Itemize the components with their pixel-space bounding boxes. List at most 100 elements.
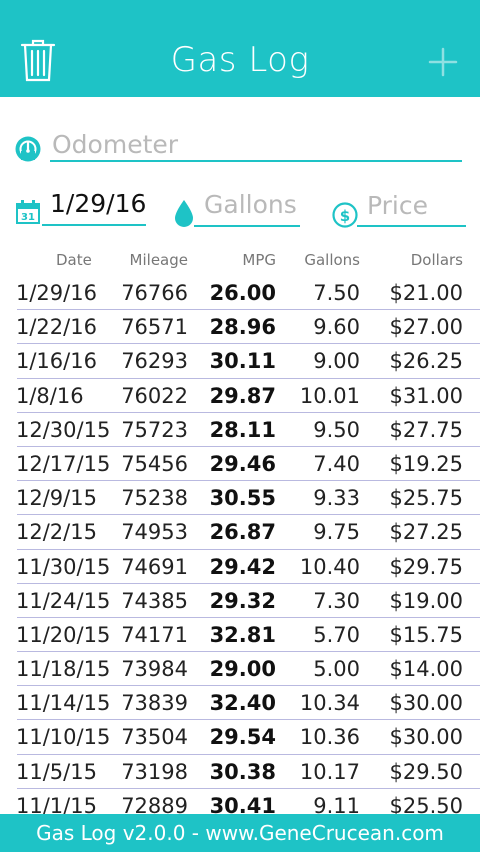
- table-row[interactable]: 12/17/15 75456 29.46 7.40 $19.25: [0, 447, 480, 482]
- gallons-cell: 7.50: [313, 281, 360, 305]
- dollars-cell: $29.50: [389, 759, 463, 784]
- mileage-cell: 76022: [121, 383, 188, 408]
- dollars-cell: $19.25: [389, 451, 463, 476]
- row-divider: [17, 719, 480, 721]
- mpg-cell: 26.00: [209, 281, 276, 305]
- gallons-cell: 10.34: [299, 691, 360, 716]
- row-divider: [17, 514, 480, 516]
- table-row[interactable]: 12/2/15 74953 26.87 9.75 $27.25: [0, 515, 480, 550]
- row-divider: [17, 377, 480, 379]
- table-row[interactable]: 11/24/15 74385 29.32 7.30 $19.00: [0, 584, 480, 618]
- mpg-cell: 29.54: [209, 725, 276, 750]
- mileage-cell: 73198: [121, 759, 188, 784]
- column-header-date: Date: [56, 251, 92, 269]
- date-cell: 12/30/15: [16, 417, 111, 442]
- table-row[interactable]: 12/30/15 75723 28.11 9.50 $27.75: [0, 413, 480, 447]
- trash-icon[interactable]: [20, 38, 56, 82]
- mpg-cell: 29.00: [209, 657, 276, 682]
- mileage-cell: 74171: [121, 622, 188, 647]
- mpg-cell: 30.11: [209, 349, 276, 374]
- date-cell: 1/29/16: [16, 281, 97, 305]
- gallons-cell: 7.40: [313, 451, 360, 476]
- gallons-cell: 10.36: [299, 725, 360, 750]
- dollars-cell: $27.00: [389, 315, 463, 340]
- table-row[interactable]: 11/18/15 73984 29.00 5.00 $14.00: [0, 652, 480, 687]
- mileage-cell: 72889: [121, 793, 188, 818]
- date-cell: 11/10/15: [16, 725, 111, 750]
- table-row[interactable]: 1/16/16 76293 30.11 9.00 $26.25: [0, 344, 480, 379]
- gas-log-table: 1/29/16 76766 26.00 7.50 $21.00 1/22/16 76571 2…: [0, 276, 480, 823]
- row-divider: [17, 343, 480, 345]
- price-placeholder: Price: [367, 191, 428, 220]
- date-input[interactable]: 1/29/16: [42, 187, 146, 227]
- mpg-cell: 26.87: [209, 520, 276, 545]
- gallons-cell: 9.33: [313, 486, 360, 511]
- date-cell: 11/24/15: [16, 588, 111, 613]
- date-cell: 1/16/16: [16, 349, 97, 374]
- mileage-cell: 74691: [121, 554, 188, 579]
- mpg-cell: 29.42: [209, 554, 276, 579]
- row-divider: [17, 753, 480, 755]
- mpg-cell: 32.40: [209, 691, 276, 716]
- gallons-input[interactable]: Gallons: [194, 190, 300, 228]
- table-row[interactable]: 11/5/15 73198 30.38 10.17 $29.50: [0, 755, 480, 789]
- mpg-cell: 29.87: [209, 383, 276, 408]
- date-cell: 12/2/15: [16, 520, 97, 545]
- gallons-placeholder: Gallons: [204, 190, 297, 219]
- date-cell: 11/14/15: [16, 691, 111, 716]
- mileage-cell: 76766: [121, 281, 188, 305]
- row-divider: [17, 685, 480, 687]
- row-divider: [17, 616, 480, 618]
- gallons-cell: 10.01: [299, 383, 360, 408]
- dollars-cell: $27.25: [389, 520, 463, 545]
- date-underline: [42, 224, 146, 226]
- gallons-cell: 7.30: [313, 588, 360, 613]
- date-cell: 1/22/16: [16, 315, 97, 340]
- mileage-cell: 75238: [121, 486, 188, 511]
- table-row[interactable]: 12/9/15 75238 30.55 9.33 $25.75: [0, 481, 480, 516]
- column-header-mileage: Mileage: [129, 251, 188, 269]
- price-underline: [357, 225, 466, 227]
- gallons-cell: 10.17: [299, 759, 360, 784]
- footer-credit[interactable]: Gas Log v2.0.0 - www.GeneCrucean.com: [0, 814, 480, 852]
- table-row[interactable]: 1/22/16 76571 28.96 9.60 $27.00: [0, 310, 480, 345]
- dollars-cell: $19.00: [389, 588, 463, 613]
- row-divider: [17, 582, 480, 584]
- gallons-cell: 9.50: [313, 417, 360, 442]
- table-row[interactable]: 11/20/15 74171 32.81 5.70 $15.75: [0, 618, 480, 653]
- gallons-cell: 5.70: [313, 622, 360, 647]
- row-divider: [17, 480, 480, 482]
- odometer-placeholder: Odometer: [52, 130, 179, 159]
- table-row[interactable]: 11/30/15 74691 29.42 10.40 $29.75: [0, 550, 480, 584]
- mileage-cell: 74385: [121, 588, 188, 613]
- table-row[interactable]: 1/29/16 76766 26.00 7.50 $21.00: [0, 276, 480, 311]
- gallons-cell: 9.75: [313, 520, 360, 545]
- mileage-cell: 73984: [121, 657, 188, 682]
- water-drop-icon: [175, 200, 193, 227]
- dollar-icon: $: [332, 202, 358, 228]
- dollars-cell: $30.00: [389, 725, 463, 750]
- plus-icon[interactable]: [428, 47, 458, 77]
- mpg-cell: 32.81: [209, 622, 276, 647]
- mpg-cell: 30.38: [209, 759, 276, 784]
- odometer-input[interactable]: Odometer: [50, 128, 462, 162]
- mileage-cell: 73839: [121, 691, 188, 716]
- gallons-cell: 10.40: [299, 554, 360, 579]
- dollars-cell: $25.50: [389, 793, 463, 818]
- mileage-cell: 76293: [121, 349, 188, 374]
- column-header-dollars: Dollars: [410, 251, 463, 269]
- svg-text:$: $: [340, 207, 350, 225]
- table-row[interactable]: 1/8/16 76022 29.87 10.01 $31.00: [0, 379, 480, 413]
- mpg-cell: 28.96: [209, 315, 276, 340]
- table-row[interactable]: 11/14/15 73839 32.40 10.34 $30.00: [0, 686, 480, 721]
- price-input[interactable]: Price: [357, 190, 466, 228]
- date-cell: 11/30/15: [16, 554, 111, 579]
- row-divider: [17, 651, 480, 653]
- dollars-cell: $14.00: [389, 657, 463, 682]
- row-divider: [17, 787, 480, 789]
- gallons-cell: 9.00: [313, 349, 360, 374]
- table-row[interactable]: 11/10/15 73504 29.54 10.36 $30.00: [0, 720, 480, 755]
- mileage-cell: 74953: [121, 520, 188, 545]
- calendar-icon[interactable]: 31: [15, 199, 41, 225]
- dollars-cell: $31.00: [389, 383, 463, 408]
